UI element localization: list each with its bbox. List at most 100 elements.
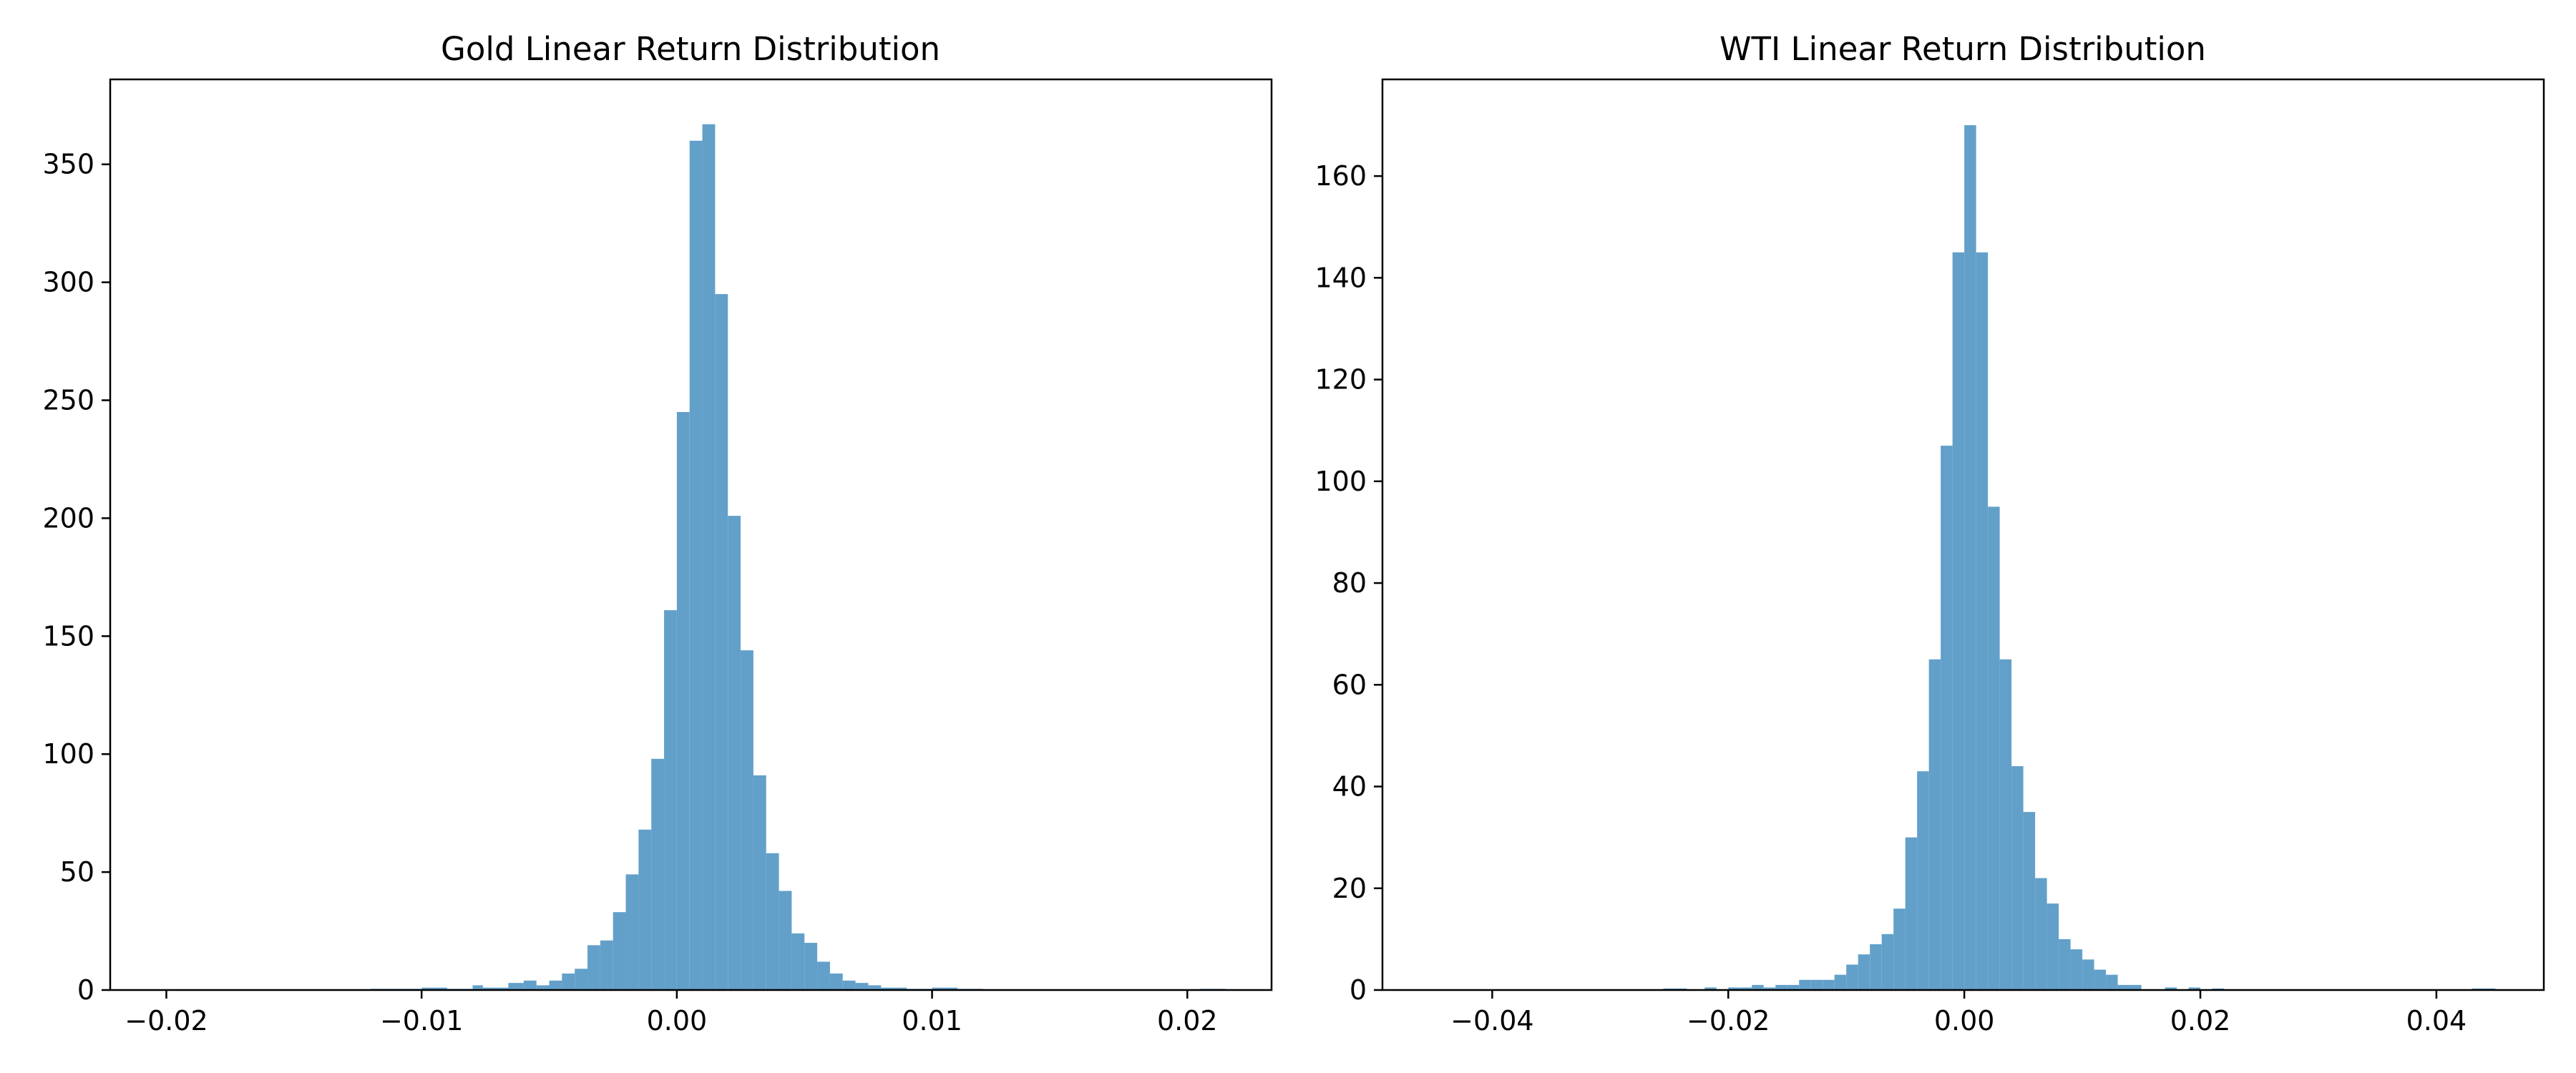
histogram-bar bbox=[676, 412, 690, 990]
histogram-bar bbox=[741, 650, 753, 990]
histogram-bar bbox=[766, 853, 779, 990]
histogram-bar bbox=[638, 829, 652, 990]
y-axis-ticks: 0 50 100 150 200 250 300 350 bbox=[42, 149, 110, 1006]
x-tick-label: 0.02 bbox=[1157, 1005, 1218, 1037]
histogram-bar bbox=[2023, 812, 2036, 990]
histogram-bar bbox=[587, 945, 600, 990]
x-tick-label: 0.00 bbox=[1934, 1005, 1995, 1037]
histogram-bar bbox=[562, 973, 575, 990]
x-axis-ticks: −0.02 −0.01 0.00 0.01 0.02 bbox=[125, 990, 1218, 1037]
histogram-bar bbox=[1988, 506, 2000, 990]
histogram-bar bbox=[829, 973, 843, 990]
histogram-bar bbox=[575, 969, 588, 990]
histogram-bar bbox=[855, 983, 869, 990]
histogram-bar bbox=[1905, 837, 1918, 990]
histogram-bar bbox=[2129, 984, 2142, 990]
histogram-bar bbox=[1787, 984, 1800, 990]
histogram-bar bbox=[868, 985, 882, 990]
y-tick-label: 300 bbox=[42, 267, 94, 298]
histogram-bar bbox=[1941, 446, 1953, 990]
histogram-bar bbox=[600, 940, 613, 990]
y-tick-label: 100 bbox=[42, 738, 94, 770]
histogram-bar bbox=[1834, 974, 1847, 990]
histogram-bar bbox=[2106, 974, 2118, 990]
histogram-bar bbox=[2070, 949, 2083, 990]
histogram-bars bbox=[1663, 125, 2496, 990]
y-tick-label: 50 bbox=[60, 856, 94, 888]
y-tick-label: 140 bbox=[1314, 262, 1367, 293]
histogram-bar bbox=[2059, 939, 2071, 990]
histogram-bar bbox=[728, 516, 741, 990]
plot-frame bbox=[1381, 78, 2545, 991]
histogram-bar bbox=[2165, 987, 2177, 990]
histogram-bar bbox=[1964, 125, 1976, 990]
wti-histogram-panel: WTI Linear Return Distribution −0.04 −0.0… bbox=[1314, 30, 2545, 1037]
histogram-bar bbox=[2011, 766, 2024, 990]
histogram-bar bbox=[1752, 984, 1764, 990]
histogram-bar bbox=[536, 985, 550, 990]
histogram-bar bbox=[753, 775, 766, 990]
histogram-bar bbox=[1917, 771, 1929, 990]
x-tick-label: 0.02 bbox=[2170, 1005, 2231, 1037]
x-tick-label: 0.00 bbox=[647, 1005, 708, 1037]
x-tick-label: 0.04 bbox=[2406, 1005, 2467, 1037]
histogram-bar bbox=[2046, 903, 2059, 990]
histogram-bar bbox=[2035, 878, 2047, 990]
histogram-bar bbox=[702, 124, 716, 990]
histogram-bar bbox=[1846, 964, 1858, 990]
histogram-bar bbox=[932, 987, 958, 990]
histogram-bar bbox=[1858, 954, 1870, 990]
histogram-bar bbox=[613, 912, 626, 990]
x-tick-label: −0.02 bbox=[125, 1005, 208, 1037]
histogram-bar bbox=[2082, 959, 2094, 990]
chart-title: WTI Linear Return Distribution bbox=[1719, 30, 2206, 68]
plot-frame bbox=[109, 78, 1273, 991]
y-tick-label: 0 bbox=[77, 974, 94, 1006]
histogram-bar bbox=[2117, 984, 2130, 990]
histogram-bar bbox=[1704, 987, 1717, 990]
x-tick-label: −0.02 bbox=[1687, 1005, 1770, 1037]
y-tick-label: 0 bbox=[1350, 974, 1367, 1006]
histogram-bar bbox=[508, 983, 524, 990]
y-axis-ticks: 0 20 40 60 80 100 120 140 160 bbox=[1314, 160, 1382, 1006]
histogram-bar bbox=[1976, 252, 1989, 990]
histogram-bar bbox=[1928, 659, 1941, 990]
histogram-bar bbox=[1893, 908, 1906, 990]
histogram-bar bbox=[817, 961, 830, 990]
histogram-bar bbox=[1728, 987, 1740, 990]
y-tick-label: 200 bbox=[42, 502, 94, 534]
y-tick-label: 150 bbox=[42, 620, 94, 652]
y-tick-label: 60 bbox=[1332, 669, 1367, 700]
y-tick-label: 80 bbox=[1332, 567, 1367, 599]
x-tick-label: −0.04 bbox=[1450, 1005, 1533, 1037]
histogram-bar bbox=[842, 980, 856, 990]
x-tick-label: 0.01 bbox=[902, 1005, 962, 1037]
histogram-bar bbox=[651, 758, 665, 990]
histogram-bar bbox=[482, 987, 509, 990]
histogram-bar bbox=[1763, 987, 1776, 990]
histogram-bar bbox=[1740, 987, 1752, 990]
y-tick-label: 250 bbox=[42, 385, 94, 416]
histogram-bar bbox=[1775, 984, 1787, 990]
histogram-bar bbox=[1823, 979, 1835, 990]
histogram-bar bbox=[881, 987, 907, 990]
histogram-bar bbox=[472, 985, 483, 990]
y-tick-label: 20 bbox=[1332, 873, 1367, 904]
gold-histogram-panel: Gold Linear Return Distribution −0.02 −0.… bbox=[42, 30, 1273, 1037]
histogram-bar bbox=[2094, 969, 2107, 990]
histogram-bar bbox=[1952, 252, 1965, 990]
histogram-bars bbox=[370, 124, 1226, 990]
y-tick-label: 120 bbox=[1314, 364, 1367, 396]
histogram-bar bbox=[1810, 979, 1823, 990]
histogram-bar bbox=[689, 140, 703, 990]
chart-title: Gold Linear Return Distribution bbox=[441, 30, 940, 68]
histogram-bar bbox=[779, 891, 792, 990]
histogram-bar bbox=[625, 874, 639, 990]
y-tick-label: 40 bbox=[1332, 771, 1367, 803]
histogram-bar bbox=[1881, 934, 1894, 990]
histogram-bar bbox=[549, 980, 562, 990]
y-tick-label: 100 bbox=[1314, 466, 1367, 497]
histogram-bar bbox=[1999, 659, 2012, 990]
y-tick-label: 160 bbox=[1314, 160, 1367, 192]
